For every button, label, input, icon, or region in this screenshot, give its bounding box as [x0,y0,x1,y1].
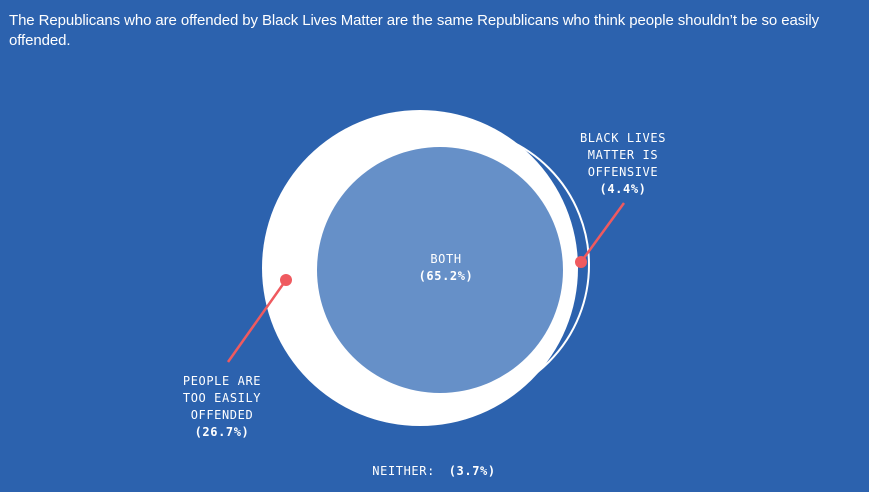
set-label-blm-offensive-line-1: BLACK LIVES [580,131,666,145]
pointer-line-too-easily-offended [226,279,288,363]
set-label-too-easily-offended-line-2: TOO EASILY [183,391,261,405]
set-value-too-easily-offended: (26.7%) [195,425,250,439]
pointer-dot-blm-offensive [575,256,587,268]
set-value-blm-offensive: (4.4%) [600,182,647,196]
set-label-blm-offensive-line-3: OFFENSIVE [588,165,658,179]
set-label-too-easily-offended-line-1: PEOPLE ARE [183,374,261,388]
pointer-line-blm-offensive [579,202,626,263]
set-label-too-easily-offended-line-3: OFFENDED [191,408,254,422]
set-circle-blm-offensive [314,127,590,403]
neither-label-text: NEITHER: [372,464,435,478]
intersection-value: (65.2%) [419,269,474,283]
intersection-circle [317,147,563,393]
neither-label: NEITHER: (3.7%) [372,464,495,478]
pointer-dot-too-easily-offended [280,274,292,286]
chart-title: The Republicans who are offended by Blac… [9,12,819,49]
intersection-label: BOTH [430,252,461,266]
neither-value: (3.7%) [449,464,496,478]
set-label-blm-offensive-line-2: MATTER IS [588,148,658,162]
